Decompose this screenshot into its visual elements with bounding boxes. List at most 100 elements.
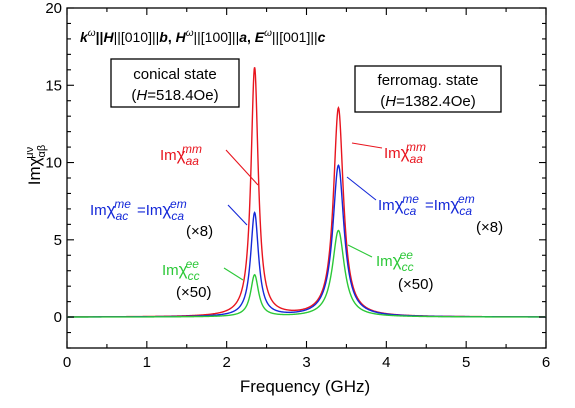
pointer-mm-left bbox=[225, 149, 259, 186]
series-layer bbox=[67, 67, 546, 318]
ca-sub: ca bbox=[459, 204, 472, 218]
ferromag-state-box-frame bbox=[354, 65, 502, 113]
title-part: || bbox=[96, 29, 104, 45]
im-text: Im bbox=[378, 197, 395, 214]
im-text: Im bbox=[434, 197, 451, 214]
title-part: ω bbox=[88, 28, 96, 39]
equals-text: = bbox=[137, 202, 146, 219]
y-tick-label: 0 bbox=[54, 309, 62, 326]
conical-state-box-frame bbox=[110, 58, 240, 108]
pointer-me-left bbox=[227, 204, 248, 226]
pointer-ee-right bbox=[347, 244, 373, 258]
label-me-right: Imχcame =Imχcaem bbox=[378, 192, 475, 218]
x-tick-label: 3 bbox=[302, 354, 310, 371]
ca-sub: ca bbox=[171, 209, 184, 223]
x-tick-label: 0 bbox=[63, 354, 71, 371]
im-text: Im bbox=[384, 145, 401, 162]
chi-text: χ bbox=[450, 195, 459, 214]
im-text: Im bbox=[376, 253, 393, 270]
label-me-left-factor: (×8) bbox=[186, 223, 213, 240]
pointer-ee-left bbox=[223, 267, 244, 281]
x-tick-label: 2 bbox=[222, 354, 230, 371]
title-part: c bbox=[318, 29, 326, 45]
label-ee-left-factor: (×50) bbox=[176, 284, 211, 301]
ferromag-state-box: ferromag. state (H=1382.4Oe) bbox=[354, 65, 502, 113]
x-tick-label: 4 bbox=[382, 354, 390, 371]
ferromag-state-line1: ferromag. state bbox=[378, 72, 479, 89]
label-ee-left: Imχccee bbox=[162, 257, 200, 283]
chi-text: χ bbox=[393, 251, 402, 270]
y-axis-label-sub: αβ bbox=[36, 145, 48, 158]
ee-sup: ee bbox=[400, 248, 414, 262]
chi-text: χ bbox=[177, 145, 186, 164]
x-tick-label: 5 bbox=[462, 354, 470, 371]
y-axis-label-base: Imχ bbox=[25, 157, 44, 185]
y-axis-label: Imχαβμν bbox=[24, 145, 48, 186]
y-axis-label-sup: μν bbox=[24, 146, 36, 158]
label-mm-left: Imχaamm bbox=[160, 142, 202, 168]
chi-text: χ bbox=[107, 200, 116, 219]
y-tick-label: 20 bbox=[45, 0, 62, 17]
ferromag-state-line2: (H=1382.4Oe) bbox=[380, 93, 476, 110]
equals-text: = bbox=[425, 197, 434, 214]
title-part: ||[001]|| bbox=[272, 29, 318, 45]
conical-var: H bbox=[136, 87, 147, 104]
ferromag-rest: =1382.4Oe) bbox=[396, 93, 476, 110]
title-part: ω bbox=[186, 28, 194, 39]
im-text: Im bbox=[146, 202, 163, 219]
chi-text: χ bbox=[395, 195, 404, 214]
label-me-right-factor: (×8) bbox=[476, 219, 503, 236]
cc-sub: cc bbox=[188, 269, 200, 283]
y-tick-label: 10 bbox=[45, 155, 62, 172]
title-part: H bbox=[103, 29, 114, 45]
chi-text: χ bbox=[401, 143, 410, 162]
me-sup: me bbox=[402, 192, 419, 206]
label-ee-right-factor: (×50) bbox=[398, 276, 433, 293]
chi-text: χ bbox=[179, 260, 188, 279]
title-part: ω bbox=[264, 28, 272, 39]
em-sup: em bbox=[458, 192, 475, 206]
ac-sub: ac bbox=[116, 209, 129, 223]
label-ee-right: Imχccee bbox=[376, 248, 414, 274]
title-part: k bbox=[80, 29, 89, 45]
label-me-left: Imχacme =Imχcaem bbox=[90, 197, 187, 223]
ferromag-var: H bbox=[385, 93, 396, 110]
title-part: , bbox=[247, 29, 255, 45]
title-part: a bbox=[239, 29, 247, 45]
title-part: , bbox=[168, 29, 176, 45]
conical-state-line1: conical state bbox=[133, 66, 216, 83]
chi-text: χ bbox=[162, 200, 171, 219]
conical-rest: =518.4Oe) bbox=[147, 87, 218, 104]
tick-layer: 0 1 2 3 4 5 6 0 5 10 15 20 bbox=[45, 0, 550, 371]
im-text: Im bbox=[162, 262, 179, 279]
conical-open: ( bbox=[131, 87, 136, 104]
pointer-me-right bbox=[346, 176, 377, 201]
title-part: b bbox=[159, 29, 168, 45]
cc-sub: cc bbox=[402, 260, 414, 274]
x-tick-label: 1 bbox=[143, 354, 151, 371]
x-tick-label: 6 bbox=[542, 354, 550, 371]
mm-sub: aa bbox=[410, 152, 424, 166]
pointer-mm-right bbox=[351, 142, 383, 149]
ee-sup: ee bbox=[186, 257, 200, 271]
im-text: Im bbox=[90, 202, 107, 219]
x-axis-label: Frequency (GHz) bbox=[240, 377, 370, 396]
im-text: Im bbox=[160, 147, 177, 164]
me-sup: me bbox=[114, 197, 131, 211]
chart-title: kω||H||[010]||b, Hω||[100]||a, Eω||[001]… bbox=[80, 28, 326, 45]
conical-state-line2: (H=518.4Oe) bbox=[131, 87, 218, 104]
ca-sub: ca bbox=[404, 204, 417, 218]
title-part: ||[010]|| bbox=[114, 29, 160, 45]
mm-sub: aa bbox=[186, 154, 200, 168]
label-mm-right: Imχaamm bbox=[384, 140, 426, 166]
title-part: E bbox=[255, 29, 265, 45]
mm-sup: mm bbox=[406, 140, 426, 154]
em-sup: em bbox=[170, 197, 187, 211]
title-part: H bbox=[176, 29, 187, 45]
title-part: ||[100]|| bbox=[194, 29, 240, 45]
ferromag-open: ( bbox=[380, 93, 385, 110]
conical-state-box: conical state (H=518.4Oe) bbox=[110, 58, 240, 108]
series-ee bbox=[67, 229, 546, 318]
mm-sup: mm bbox=[182, 142, 202, 156]
